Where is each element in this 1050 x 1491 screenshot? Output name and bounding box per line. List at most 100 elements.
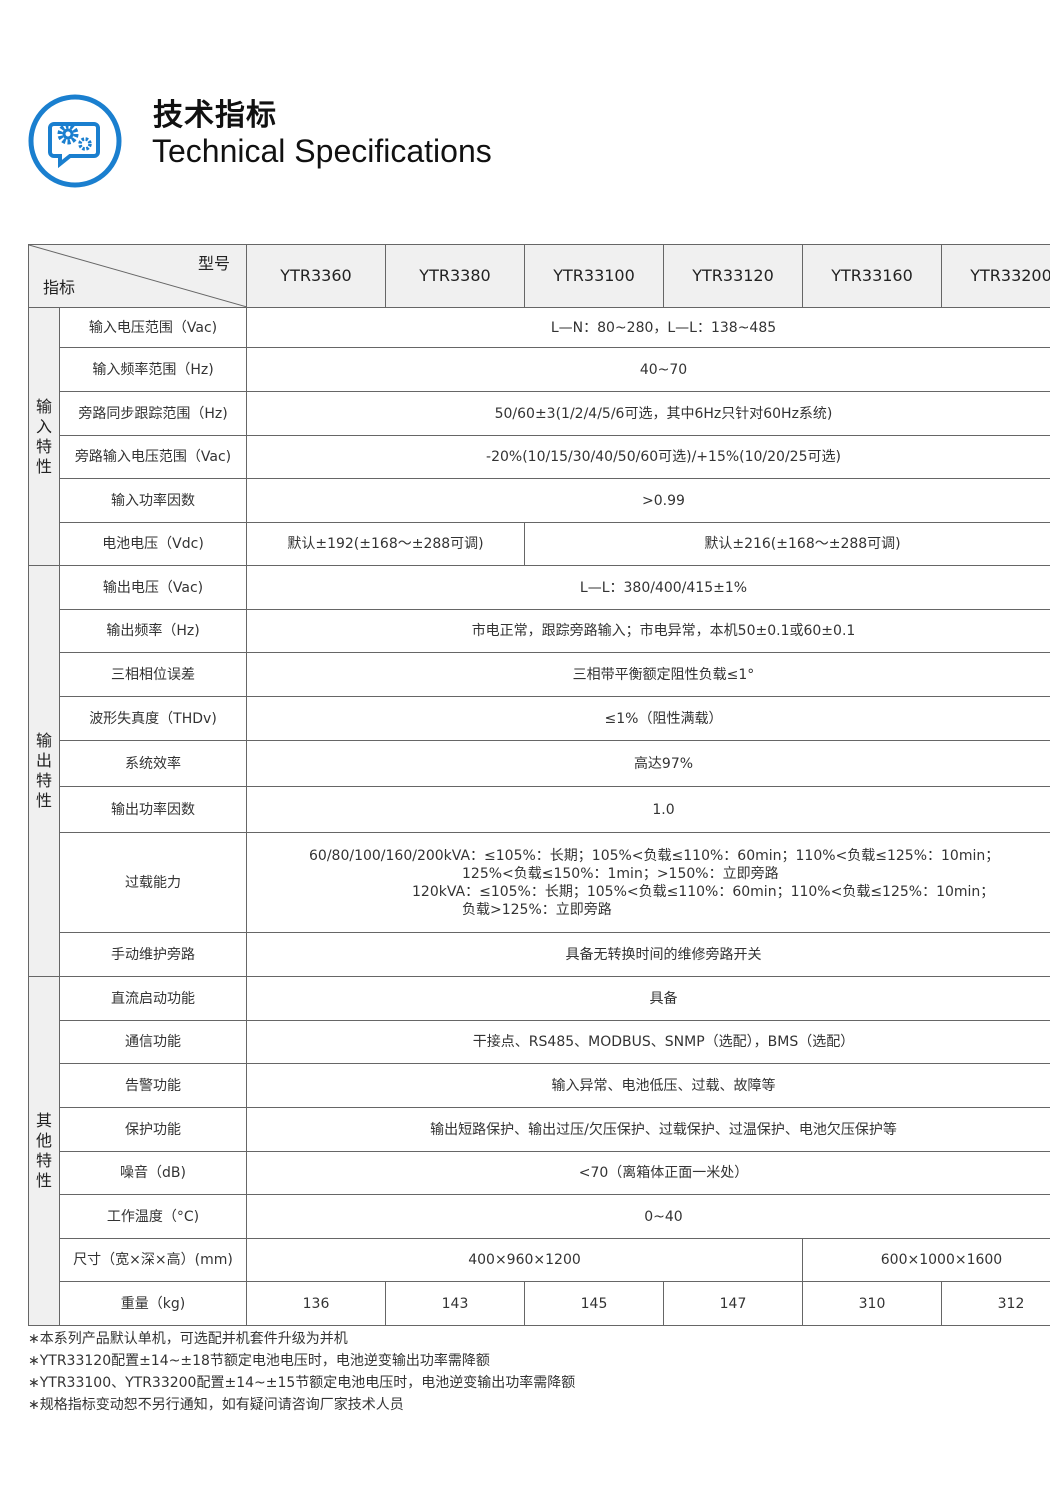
spec-value: 默认±192(±168～±288可调) (246, 522, 525, 566)
table-row: 尺寸（宽×深×高）(mm) 400×960×1200 600×1000×1600 (29, 1238, 1050, 1282)
spec-value: 具备 (246, 976, 1050, 1021)
spec-label: 旁路输入电压范围（Vac) (59, 435, 247, 479)
spec-label: 输出频率（Hz) (59, 609, 247, 653)
header-row: 型号 指标 YTR3360 YTR3380 YTR33100 YTR33120 YTR3… (28, 244, 1050, 308)
spec-value: 高达97% (246, 740, 1050, 787)
spec-label: 过载能力 (59, 832, 247, 933)
spec-value: 干接点、RS485、MODBUS、SNMP（选配），BMS（选配） (246, 1020, 1050, 1064)
overload-line: 125%<负载≤150%：1min；>150%：立即旁路 (462, 865, 779, 882)
spec-value: 600×1000×1600 (802, 1238, 1050, 1282)
spec-value: 输入异常、电池低压、过载、故障等 (246, 1063, 1050, 1108)
table-row: 通信功能 干接点、RS485、MODBUS、SNMP（选配），BMS（选配） (29, 1020, 1050, 1064)
group-label: 输出特性 (28, 565, 60, 977)
table-row: 输出频率（Hz) 市电正常，跟踪旁路输入；市电异常，本机50±0.1或60±0.1 (29, 609, 1050, 653)
spec-label: 输入功率因数 (59, 478, 247, 523)
spec-value: 具备无转换时间的维修旁路开关 (246, 932, 1050, 977)
spec-value: 143 (385, 1281, 525, 1326)
spec-label: 输出功率因数 (59, 786, 247, 833)
page-title-cn: 技术指标 (153, 98, 277, 133)
spec-value: 40~70 (246, 347, 1050, 392)
spec-value: 50/60±3(1/2/4/5/6可选，其中6Hz只针对60Hz系统) (246, 391, 1050, 436)
spec-label: 输入频率范围（Hz) (59, 347, 247, 392)
model-header: YTR3380 (385, 244, 525, 308)
corner-spec-label: 指标 (43, 278, 76, 297)
spec-value: 市电正常，跟踪旁路输入；市电异常，本机50±0.1或60±0.1 (246, 609, 1050, 653)
overload-line: 负载>125%：立即旁路 (462, 901, 612, 918)
spec-table: 型号 指标 YTR3360 YTR3380 YTR33100 YTR33120 YTR3… (28, 244, 1050, 1326)
corner-model-label: 型号 (197, 254, 230, 273)
table-row: 其他特性 直流启动功能 具备 (28, 976, 1050, 1326)
spec-label: 噪音（dB) (59, 1151, 247, 1195)
overload-line: 60/80/100/160/200kVA：≤105%：长期；105%<负载≤11… (309, 847, 1000, 864)
footnote: ∗本系列产品默认单机，可选配并机套件升级为并机 (28, 1331, 348, 1347)
spec-value: 0~40 (246, 1194, 1050, 1239)
table-row: 输入频率范围（Hz) 40~70 (29, 347, 1050, 392)
model-header: YTR33160 (802, 244, 942, 308)
spec-value: 312 (941, 1281, 1050, 1326)
spec-value: 145 (524, 1281, 664, 1326)
spec-value: >0.99 (246, 478, 1050, 523)
spec-value: 默认±216(±168～±288可调) (524, 522, 1050, 566)
model-header: YTR33120 (663, 244, 803, 308)
technical-specs-logo-icon (28, 94, 122, 188)
spec-label: 工作温度（°C) (59, 1194, 247, 1239)
spec-value: L—N：80~280，L—L：138~485 (246, 307, 1050, 348)
spec-label: 告警功能 (59, 1063, 247, 1108)
table-row: 输入特性 输入电压范围（Vac) L—N：80~280，L—L：138~485 (28, 307, 1050, 566)
spec-value: 三相带平衡额定阻性负载≤1° (246, 652, 1050, 697)
spec-label: 波形失真度（THDv) (59, 696, 247, 741)
table-row: 输出功率因数 1.0 (29, 786, 1050, 833)
table-row: 保护功能 输出短路保护、输出过压/欠压保护、过载保护、过温保护、电池欠压保护等 (29, 1107, 1050, 1152)
table-row: 三相相位误差 三相带平衡额定阻性负载≤1° (29, 652, 1050, 697)
table-row: 输出特性 输出电压（Vac) L—L：380/400/415±1% (28, 565, 1050, 977)
group-label: 其他特性 (28, 976, 60, 1326)
spec-label: 三相相位误差 (59, 652, 247, 697)
spec-label: 系统效率 (59, 740, 247, 787)
table-row: 系统效率 高达97% (29, 740, 1050, 787)
model-header: YTR33100 (524, 244, 664, 308)
table-row: 告警功能 输入异常、电池低压、过载、故障等 (29, 1063, 1050, 1108)
footnotes: ∗本系列产品默认单机，可选配并机套件升级为并机 ∗YTR33120配置±14~±1… (28, 1328, 575, 1416)
table-row: 手动维护旁路 具备无转换时间的维修旁路开关 (29, 932, 1050, 977)
spec-label: 手动维护旁路 (59, 932, 247, 977)
spec-value: <70（离箱体正面一米处） (246, 1151, 1050, 1195)
spec-label: 重量（kg) (59, 1281, 247, 1326)
spec-label: 旁路同步跟踪范围（Hz) (59, 391, 247, 436)
spec-value: 147 (663, 1281, 803, 1326)
table-row: 重量（kg) 136 143 145 147 310 312 (29, 1281, 1050, 1326)
overload-value: 60/80/100/160/200kVA：≤105%：长期；105%<负载≤11… (246, 832, 1050, 933)
table-row: 工作温度（°C) 0~40 (29, 1194, 1050, 1239)
spec-label: 尺寸（宽×深×高）(mm) (59, 1238, 247, 1282)
group-label: 输入特性 (28, 307, 60, 566)
spec-label: 通信功能 (59, 1020, 247, 1064)
spec-value: ≤1%（阻性满载） (246, 696, 1050, 741)
table-row: 旁路输入电压范围（Vac) -20%(10/15/30/40/50/60可选)/+… (29, 435, 1050, 479)
spec-value: 400×960×1200 (246, 1238, 803, 1282)
table-row: 过载能力 60/80/100/160/200kVA：≤105%：长期；105%<负… (29, 832, 1050, 933)
diagonal-divider (29, 245, 247, 307)
spec-value: -20%(10/15/30/40/50/60可选)/+15%(10/20/25可… (246, 435, 1050, 479)
footnote: ∗YTR33100、YTR33200配置±14~±15节额定电池电压时，电池逆变… (28, 1375, 576, 1391)
footnote: ∗YTR33120配置±14~±18节额定电池电压时，电池逆变输出功率需降额 (28, 1353, 490, 1369)
spec-label: 直流启动功能 (59, 976, 247, 1021)
page-title-en: Technical Specifications (152, 133, 492, 169)
table-row: 电池电压（Vdc) 默认±192(±168～±288可调) 默认±216(±168～… (29, 522, 1050, 566)
table-row: 旁路同步跟踪范围（Hz) 50/60±3(1/2/4/5/6可选，其中6Hz只针对… (29, 391, 1050, 436)
spec-label: 输入电压范围（Vac) (59, 307, 247, 348)
spec-label: 电池电压（Vdc) (59, 522, 247, 566)
table-row: 输入功率因数 >0.99 (29, 478, 1050, 523)
corner-cell: 型号 指标 (28, 244, 247, 308)
spec-value: 310 (802, 1281, 942, 1326)
spec-value: 1.0 (246, 786, 1050, 833)
spec-value: 输出短路保护、输出过压/欠压保护、过载保护、过温保护、电池欠压保护等 (246, 1107, 1050, 1152)
spec-value: 136 (246, 1281, 386, 1326)
model-header: YTR3360 (246, 244, 386, 308)
overload-line: 120kVA：≤105%：长期；105%<负载≤110%：60min；110%<… (412, 883, 995, 900)
table-row: 噪音（dB) <70（离箱体正面一米处） (29, 1151, 1050, 1195)
spec-label: 保护功能 (59, 1107, 247, 1152)
model-header: YTR33200 (941, 244, 1050, 308)
spec-value: L—L：380/400/415±1% (246, 565, 1050, 610)
footnote: ∗规格指标变动恕不另行通知，如有疑问请咨询厂家技术人员 (28, 1397, 404, 1413)
table-row: 波形失真度（THDv) ≤1%（阻性满载） (29, 696, 1050, 741)
spec-label: 输出电压（Vac) (59, 565, 247, 610)
